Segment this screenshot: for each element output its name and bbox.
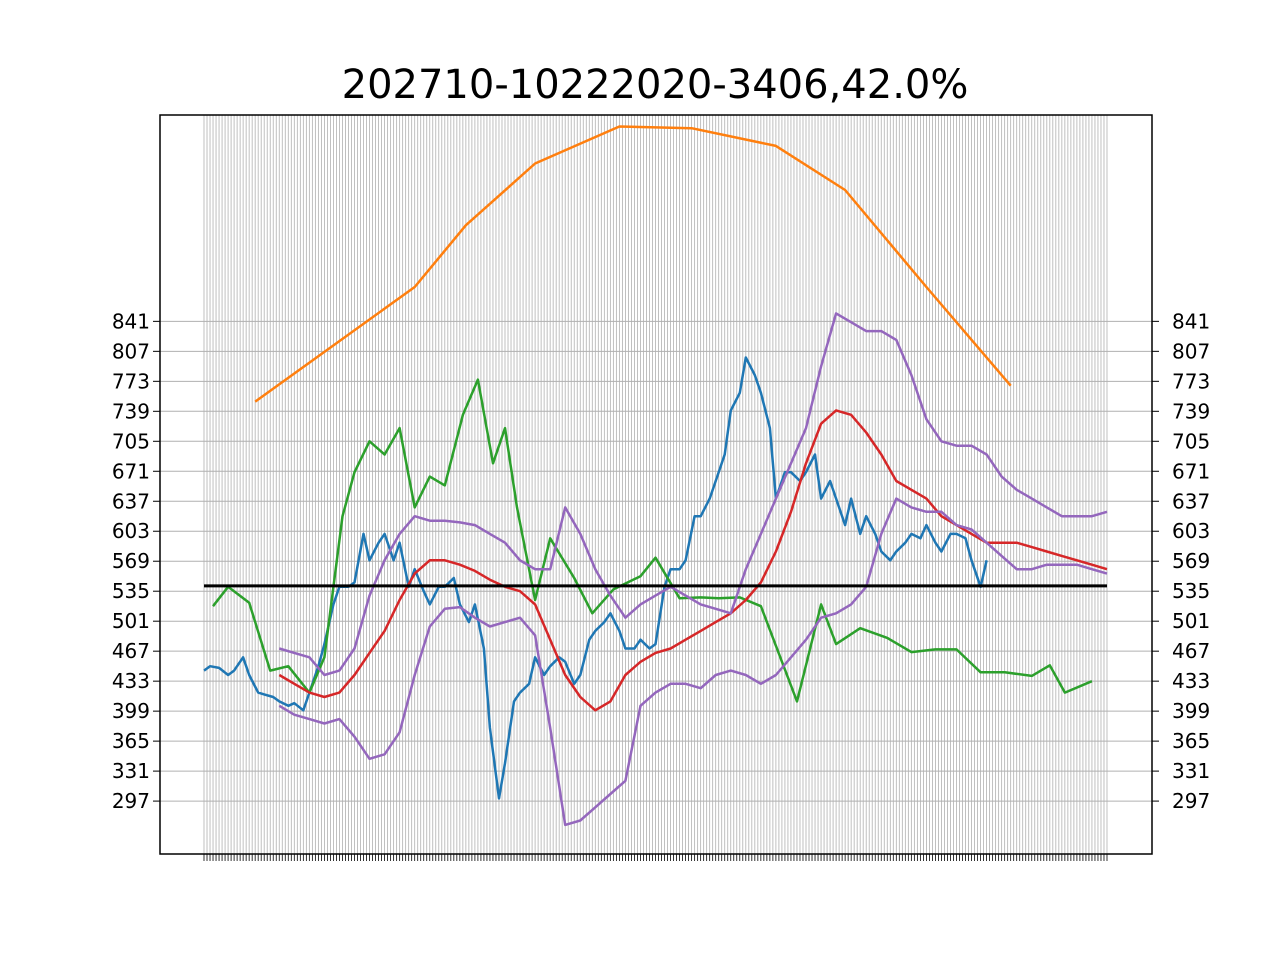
x-grid: [203, 115, 1108, 854]
y-tick-label-right: 807: [1172, 339, 1210, 363]
y-ticks-right: 297 331 365 399 433 467 501 535 569 603 637 671 705 7…: [1152, 309, 1210, 813]
y-grid: [160, 320, 1152, 802]
y-tick-label-right: 569: [1172, 549, 1210, 573]
y-tick-label-right: 331: [1172, 759, 1210, 783]
plot-frame: [159, 114, 1153, 855]
y-tick-label-left: 501: [112, 609, 150, 633]
series-line-lower-band: [278, 497, 1108, 827]
y-tick-label-right: 399: [1172, 699, 1210, 723]
y-tick-label-right: 773: [1172, 369, 1210, 393]
series-line-weekly: [212, 378, 1093, 703]
y-tick-label-left: 807: [112, 339, 150, 363]
y-tick-label-left: 671: [112, 459, 150, 483]
y-tick-label-right: 433: [1172, 669, 1210, 693]
y-tick-label-left: 467: [112, 639, 150, 663]
y-tick-label-left: 841: [112, 309, 150, 333]
y-tick-label-left: 331: [112, 759, 150, 783]
y-tick-label-right: 637: [1172, 489, 1210, 513]
y-tick-label-right: 841: [1172, 309, 1210, 333]
y-tick-label-right: 535: [1172, 579, 1210, 603]
y-tick-label-right: 603: [1172, 519, 1210, 543]
y-tick-label-left: 637: [112, 489, 150, 513]
x-ticks: [203, 854, 1108, 861]
y-tick-label-left: 705: [112, 429, 150, 453]
y-tick-label-right: 671: [1172, 459, 1210, 483]
y-tick-label-right: 365: [1172, 729, 1210, 753]
series-line-trend: [254, 125, 1012, 403]
y-tick-label-left: 365: [112, 729, 150, 753]
series-layer: [203, 125, 1108, 827]
series-line-upper-band: [278, 312, 1108, 677]
y-tick-label-left: 433: [112, 669, 150, 693]
series-line-price: [203, 356, 988, 800]
y-tick-label-right: 501: [1172, 609, 1210, 633]
y-tick-label-right: 705: [1172, 429, 1210, 453]
plot-area: [160, 115, 1152, 854]
y-tick-label-right: 297: [1172, 789, 1210, 813]
y-tick-label-left: 603: [112, 519, 150, 543]
y-tick-label-left: 773: [112, 369, 150, 393]
y-ticks-left: 297 331 365 399 433 467 501 535 569 603 637 671 705 7…: [112, 309, 160, 813]
y-tick-label-right: 739: [1172, 399, 1210, 423]
series-line-moving-average: [278, 409, 1108, 712]
y-tick-label-left: 569: [112, 549, 150, 573]
y-tick-label-left: 535: [112, 579, 150, 603]
y-tick-label-left: 297: [112, 789, 150, 813]
y-tick-label-left: 739: [112, 399, 150, 423]
chart-title: 202710-10222020-3406,42.0%: [342, 62, 969, 108]
y-tick-label-right: 467: [1172, 639, 1210, 663]
y-tick-label-left: 399: [112, 699, 150, 723]
